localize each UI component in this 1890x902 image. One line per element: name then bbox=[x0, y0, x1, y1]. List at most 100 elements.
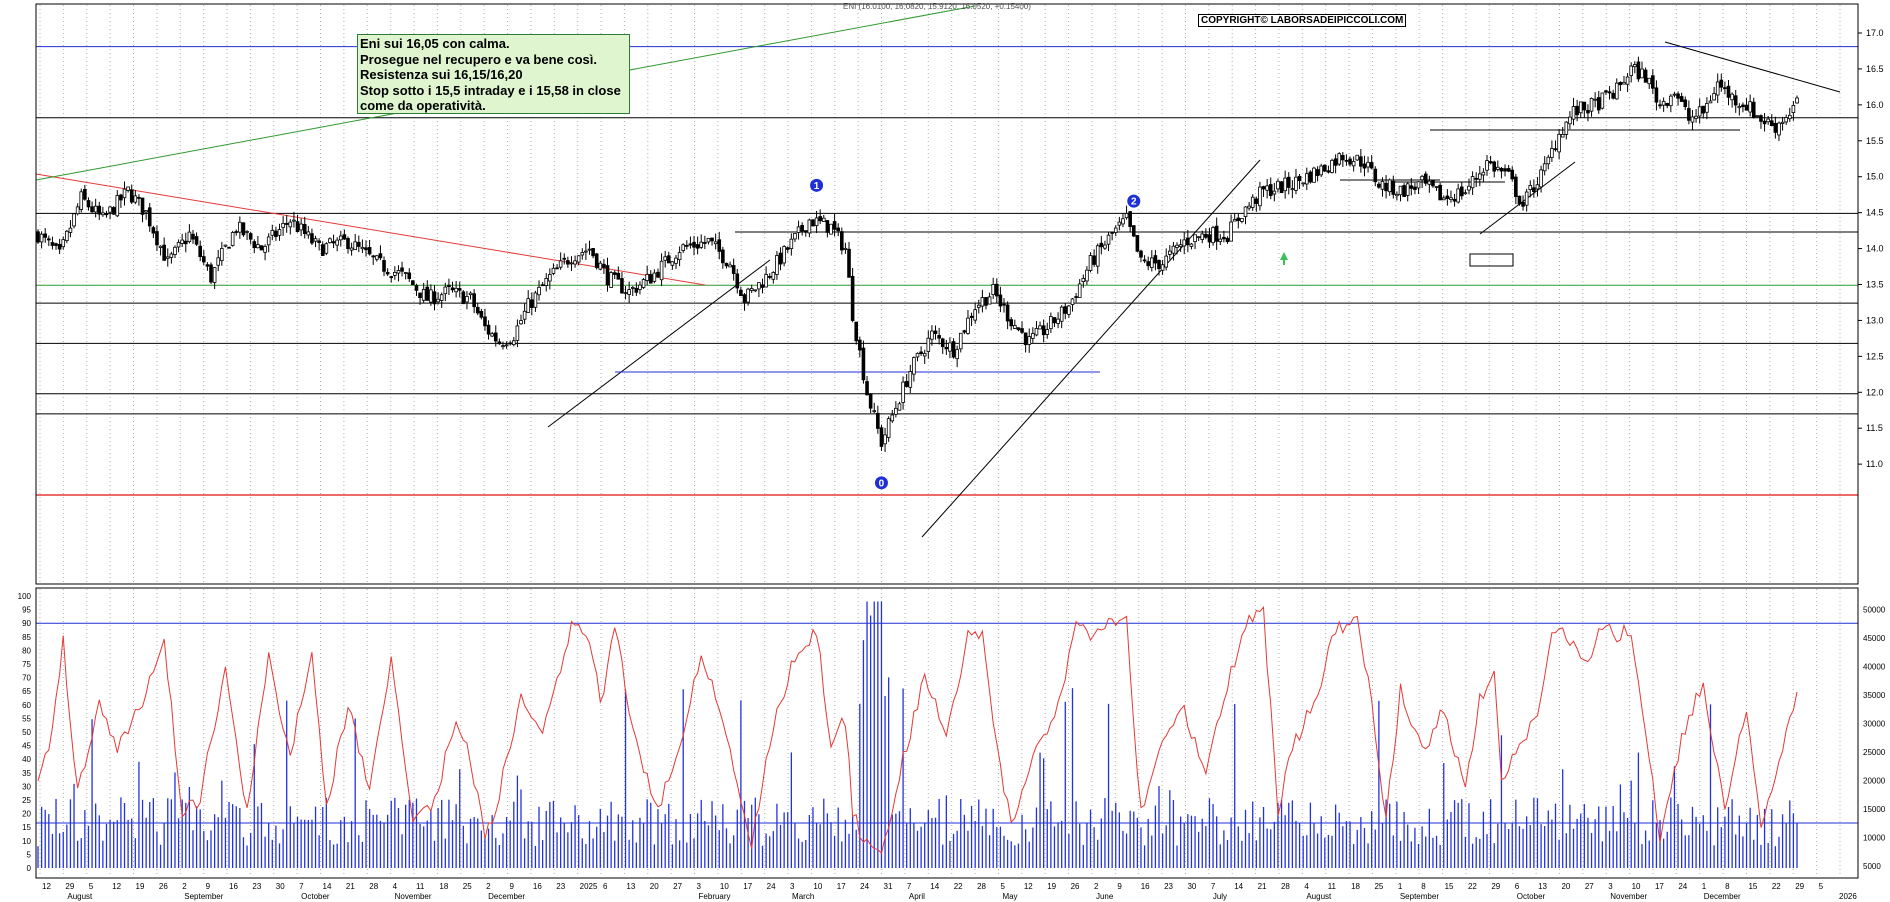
x-tick-label: 24 bbox=[860, 882, 869, 891]
candle-body bbox=[338, 235, 343, 241]
candle-body bbox=[1330, 159, 1334, 173]
candle-body bbox=[652, 272, 657, 282]
oscillator-tick-label: 70 bbox=[22, 674, 31, 683]
annotation-line: Prosegue nel recupero e va bene così. bbox=[360, 51, 597, 67]
candle-body bbox=[1661, 101, 1666, 106]
wave-label: 2 bbox=[1131, 197, 1137, 208]
candle-body bbox=[648, 274, 653, 284]
month-label: December bbox=[488, 892, 525, 901]
candle-body bbox=[641, 279, 646, 288]
oscillator-tick-label: 40 bbox=[22, 755, 31, 764]
candle-body bbox=[202, 256, 206, 263]
candle-body bbox=[1103, 244, 1107, 249]
x-tick-label: 2 bbox=[182, 882, 187, 891]
candle-body bbox=[1730, 93, 1734, 101]
candle-body bbox=[858, 339, 862, 351]
candle-body bbox=[602, 263, 606, 268]
y-tick-label: 13.0 bbox=[1866, 315, 1884, 325]
candle-body bbox=[926, 337, 931, 352]
candle-body bbox=[663, 256, 667, 261]
month-label: September bbox=[184, 892, 223, 901]
candle-body bbox=[1088, 255, 1093, 271]
month-label: August bbox=[67, 892, 93, 901]
candle-body bbox=[1139, 250, 1143, 258]
candle-body bbox=[292, 219, 296, 222]
candle-body bbox=[400, 267, 404, 272]
x-tick-label: 12 bbox=[1024, 882, 1033, 891]
candle-body bbox=[1589, 97, 1594, 112]
candle-body bbox=[609, 272, 613, 288]
oscillator-tick-label: 80 bbox=[22, 646, 31, 655]
candle-body bbox=[1077, 283, 1082, 298]
candle-body bbox=[666, 255, 671, 264]
candle-body bbox=[353, 241, 357, 250]
x-tick-label: 23 bbox=[556, 882, 565, 891]
x-tick-label: 26 bbox=[1071, 882, 1080, 891]
candle-body bbox=[173, 246, 177, 255]
candle-body bbox=[1402, 185, 1406, 198]
candle-body bbox=[1759, 115, 1763, 122]
candle-body bbox=[1286, 176, 1291, 188]
candle-body bbox=[299, 223, 303, 231]
candle-body bbox=[1272, 190, 1277, 195]
candle-body bbox=[969, 315, 974, 318]
candle-body bbox=[209, 264, 213, 283]
candle-body bbox=[1344, 159, 1349, 162]
candle-body bbox=[1131, 225, 1136, 237]
candle-body bbox=[504, 344, 509, 347]
x-tick-label: 20 bbox=[1561, 882, 1570, 891]
trendline bbox=[547, 259, 771, 428]
candle-body bbox=[894, 407, 898, 415]
candle-body bbox=[1539, 169, 1543, 188]
x-tick-label: 31 bbox=[884, 882, 893, 891]
candle-body bbox=[1550, 148, 1554, 158]
month-label: November bbox=[1610, 892, 1647, 901]
candle-body bbox=[342, 234, 347, 240]
candle-body bbox=[825, 220, 830, 233]
candle-body bbox=[703, 242, 707, 244]
candle-body bbox=[1769, 120, 1774, 127]
candle-body bbox=[1222, 236, 1226, 240]
candle-body bbox=[1535, 184, 1540, 190]
candle-body bbox=[775, 255, 779, 275]
x-tick-label: 19 bbox=[1047, 882, 1056, 891]
x-tick-label: 27 bbox=[673, 882, 682, 891]
candle-body bbox=[432, 291, 437, 305]
candle-body bbox=[1737, 106, 1742, 109]
candle-body bbox=[1189, 243, 1194, 247]
candle-body bbox=[137, 197, 141, 199]
x-tick-label: 13 bbox=[1538, 882, 1547, 891]
candle-body bbox=[1452, 198, 1457, 202]
candle-body bbox=[162, 244, 166, 261]
candle-body bbox=[1020, 328, 1024, 333]
x-tick-label: 10 bbox=[813, 882, 822, 891]
candle-body bbox=[1694, 115, 1698, 119]
oscillator-tick-label: 25 bbox=[22, 796, 31, 805]
candle-body bbox=[155, 231, 159, 246]
candle-body bbox=[447, 284, 451, 288]
x-tick-label: 15 bbox=[1445, 882, 1454, 891]
candle-body bbox=[147, 207, 152, 227]
candle-body bbox=[1665, 102, 1670, 106]
candle-body bbox=[1395, 193, 1399, 197]
candle-body bbox=[958, 332, 963, 350]
x-tick-label: 18 bbox=[439, 882, 448, 891]
candle-body bbox=[1596, 97, 1601, 111]
candle-body bbox=[1229, 221, 1233, 242]
x-tick-label: 28 bbox=[1281, 882, 1290, 891]
candle-body bbox=[803, 230, 808, 233]
x-tick-label: 4 bbox=[393, 882, 398, 891]
candle-body bbox=[1247, 205, 1251, 209]
candle-body bbox=[414, 285, 419, 291]
candle-body bbox=[1773, 122, 1778, 133]
candle-body bbox=[616, 272, 621, 280]
x-tick-label: 27 bbox=[1585, 882, 1594, 891]
candle-body bbox=[1377, 183, 1381, 188]
candle-body bbox=[1640, 68, 1644, 79]
candle-body bbox=[1582, 101, 1587, 111]
candle-body bbox=[1470, 176, 1475, 189]
candle-body bbox=[378, 253, 383, 259]
candle-body bbox=[1142, 259, 1147, 262]
y-tick-label: 12.5 bbox=[1866, 351, 1884, 361]
candle-body bbox=[1571, 106, 1576, 120]
